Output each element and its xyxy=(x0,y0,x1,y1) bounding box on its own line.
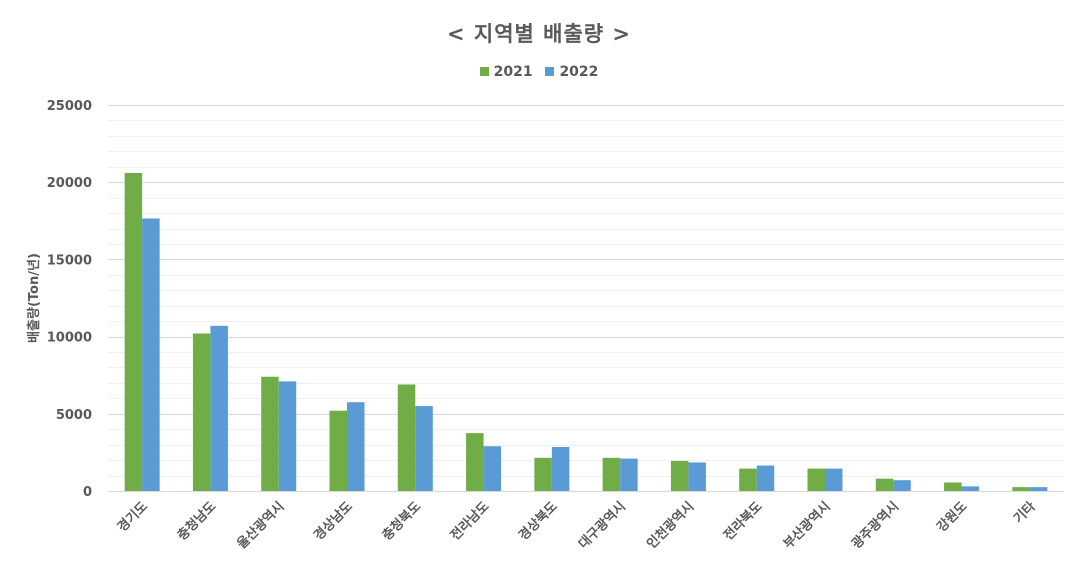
bar-2022-1 xyxy=(210,325,228,491)
x-category-label: 강원도 xyxy=(934,498,971,535)
bar-2022-0 xyxy=(142,218,160,491)
bar-2021-3 xyxy=(329,410,347,491)
x-category-label: 전라남도 xyxy=(447,498,492,543)
bar-2022-4 xyxy=(415,406,433,491)
x-category-label: 대구광역시 xyxy=(575,499,629,553)
x-category-label: 경상북도 xyxy=(516,498,561,543)
bar-2021-9 xyxy=(739,468,757,491)
x-axis-labels: 경기도 충청남도 울산광역시 경상남도 충청북도 전라남도 경상북도 대구광역시 인천광역시 전라… xyxy=(114,498,1038,552)
x-category-label: 전라북도 xyxy=(720,498,765,543)
bar-2021-12 xyxy=(944,482,962,491)
x-category-label: 부산광역시 xyxy=(780,499,834,553)
legend: 2021 2022 xyxy=(0,64,1078,80)
x-category-label: 광주광역시 xyxy=(849,499,903,553)
bar-2022-7 xyxy=(620,458,638,491)
bar-2022-9 xyxy=(756,465,775,491)
bar-2022-11 xyxy=(893,480,911,491)
bar-2021-8 xyxy=(670,460,689,491)
bar-2022-5 xyxy=(483,446,502,491)
bar-2021-6 xyxy=(534,457,552,491)
legend-item-2021: 2021 xyxy=(479,64,533,80)
x-category-label: 충청북도 xyxy=(379,498,424,543)
legend-swatch-2021 xyxy=(479,67,489,76)
bar-2021-11 xyxy=(875,478,894,491)
bar-2021-2 xyxy=(261,376,279,491)
legend-item-2022: 2022 xyxy=(545,64,598,80)
bar-2021-4 xyxy=(397,384,416,491)
bar-2021-5 xyxy=(466,433,484,491)
y-tick-label: 0 xyxy=(83,485,92,500)
y-axis-title: 배출량(Ton/년) xyxy=(26,253,42,343)
bar-2022-12 xyxy=(961,486,980,491)
bar-2021-10 xyxy=(807,468,825,491)
chart-title: < 지역별 배출량 > xyxy=(446,22,632,46)
y-tick-label: 5000 xyxy=(56,408,92,423)
y-tick-label: 25000 xyxy=(47,99,92,114)
bar-2022-2 xyxy=(278,381,297,491)
legend-label-2021: 2021 xyxy=(493,64,533,80)
y-axis-ticks: 0 5000 10000 15000 20000 25000 xyxy=(47,99,92,500)
y-tick-label: 10000 xyxy=(47,331,92,346)
bar-2021-1 xyxy=(192,333,211,491)
bar-2021-7 xyxy=(602,457,621,491)
x-category-label: 인천광역시 xyxy=(644,499,698,553)
bar-2022-6 xyxy=(551,446,570,491)
x-category-label: 충청남도 xyxy=(174,498,219,543)
legend-swatch-2022 xyxy=(545,67,555,76)
bar-2022-3 xyxy=(347,402,365,491)
bar-2022-10 xyxy=(825,468,843,491)
bar-2022-13 xyxy=(1029,487,1048,491)
bar-2022-8 xyxy=(688,462,706,491)
x-category-label: 울산광역시 xyxy=(234,499,288,553)
legend-label-2022: 2022 xyxy=(559,64,599,80)
bar-2021-0 xyxy=(124,172,143,491)
y-tick-label: 15000 xyxy=(47,253,92,268)
bar-2021-13 xyxy=(1012,487,1030,491)
grid-lines xyxy=(108,105,1064,477)
x-category-label: 경상남도 xyxy=(311,498,356,543)
x-category-label: 기타 xyxy=(1010,498,1038,526)
y-tick-label: 20000 xyxy=(47,176,92,191)
x-category-label: 경기도 xyxy=(114,498,151,535)
bars xyxy=(124,172,1048,491)
